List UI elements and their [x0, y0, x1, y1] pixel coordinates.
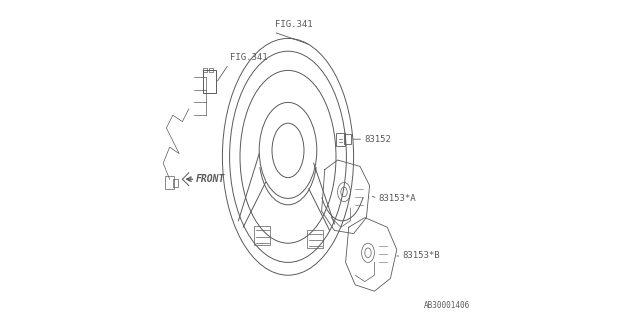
Text: FIG.341: FIG.341: [275, 20, 313, 29]
Bar: [307, 230, 323, 248]
Text: AB30001406: AB30001406: [424, 301, 470, 310]
Bar: [173, 179, 178, 187]
Bar: [336, 133, 345, 146]
Bar: [165, 176, 174, 189]
Text: FIG.341: FIG.341: [230, 53, 268, 62]
Bar: [209, 68, 212, 72]
Bar: [204, 70, 216, 93]
Text: 83153*B: 83153*B: [403, 252, 440, 260]
Bar: [255, 226, 270, 245]
Text: 83153*A: 83153*A: [379, 194, 416, 203]
Bar: [204, 68, 207, 72]
Text: 83152: 83152: [364, 135, 391, 144]
Bar: [344, 134, 351, 144]
Text: FRONT: FRONT: [196, 174, 225, 184]
